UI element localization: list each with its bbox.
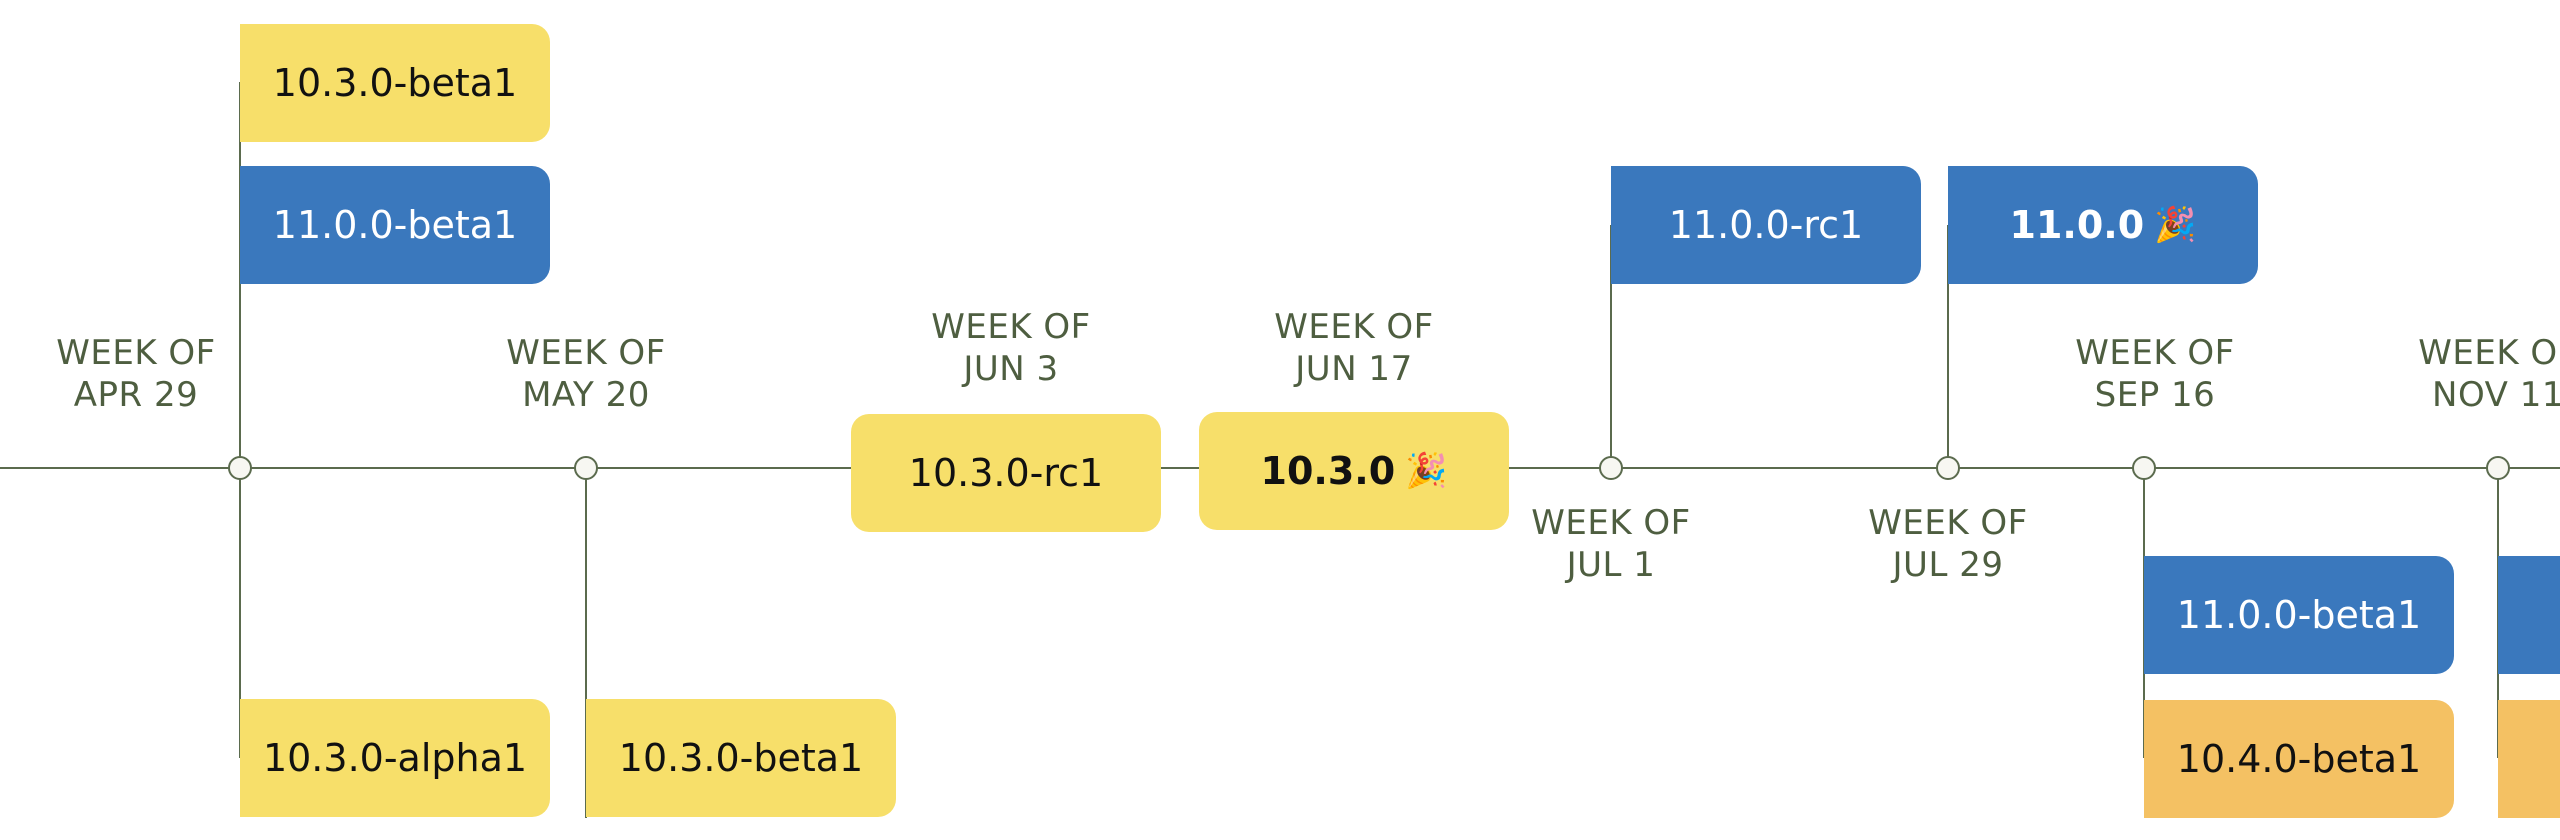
release-flag-jun17-10.3.0: 10.3.0 🎉 (1199, 412, 1509, 530)
week-label-prefix: WEEK OF (56, 333, 216, 373)
release-label: 11.0.0 (2009, 203, 2145, 247)
week-label-may20: WEEK OF MAY 20 (486, 332, 686, 416)
release-label: 10.3.0-beta1 (618, 736, 864, 780)
release-flag-nov11-partial (2498, 700, 2560, 818)
milestone-node-nov11 (2486, 456, 2510, 480)
release-flag-jul29-11.0.0: 11.0.0 🎉 (1948, 166, 2258, 284)
week-label-date: JUN 3 (963, 349, 1059, 389)
release-flag-jul1-11.0.0-rc1: 11.0.0-rc1 (1611, 166, 1921, 284)
release-label: 11.0.0-beta1 (2176, 593, 2422, 637)
release-flag-sep16-10.4.0-beta1: 10.4.0-beta1 (2144, 700, 2454, 818)
week-label-date: JUN 17 (1295, 349, 1413, 389)
week-label-date: NOV 11 (2432, 375, 2560, 415)
week-label-date: MAY 20 (522, 375, 650, 415)
week-label-prefix: WEEK OF (1531, 503, 1691, 543)
milestone-node-jul1 (1599, 456, 1623, 480)
release-flag-may20-10.3.0-beta1: 10.3.0-beta1 (586, 699, 896, 817)
week-label-jul1: WEEK OF JUL 1 (1511, 502, 1711, 586)
release-flag-jun3-10.3.0-rc1: 10.3.0-rc1 (851, 414, 1161, 532)
week-label-date: JUL 1 (1566, 545, 1656, 585)
week-label-date: APR 29 (73, 375, 199, 415)
release-label: 10.3.0-alpha1 (262, 736, 528, 780)
week-label-prefix: WEEK OF (506, 333, 666, 373)
timeline-stem (1610, 225, 1612, 468)
release-label: 10.4.0-beta1 (2176, 737, 2422, 781)
week-label-date: JUL 29 (1892, 545, 2004, 585)
week-label-nov11: WEEK OFNOV 11 (2398, 332, 2560, 416)
release-flag-nov11-partial (2498, 556, 2560, 674)
release-label: 10.3.0-rc1 (908, 451, 1104, 495)
release-label: 11.0.0-beta1 (272, 203, 518, 247)
week-label-jun17: WEEK OF JUN 17 (1254, 306, 1454, 390)
milestone-node-may20 (574, 456, 598, 480)
week-label-date: SEP 16 (2094, 375, 2216, 415)
milestone-node-jul29 (1936, 456, 1960, 480)
timeline-stem (1947, 225, 1949, 468)
milestone-node-apr29 (228, 456, 252, 480)
release-flag-apr29-11.0.0-beta1: 11.0.0-beta1 (240, 166, 550, 284)
release-label: 10.3.0 (1260, 449, 1396, 493)
party-popper-icon: 🎉 (1405, 451, 1448, 491)
week-label-sep16: WEEK OF SEP 16 (2055, 332, 2255, 416)
week-label-prefix: WEEK OF (1868, 503, 2028, 543)
week-label-prefix: WEEK OF (2418, 333, 2560, 373)
release-flag-sep16-11.0.0-beta1: 11.0.0-beta1 (2144, 556, 2454, 674)
week-label-prefix: WEEK OF (1274, 307, 1434, 347)
release-flag-apr29-10.3.0-alpha1: 10.3.0-alpha1 (240, 699, 550, 817)
release-label: 10.3.0-beta1 (272, 61, 518, 105)
week-label-prefix: WEEK OF (2075, 333, 2235, 373)
week-label-apr29: WEEK OF APR 29 (36, 332, 236, 416)
release-flag-apr29-10.3.0-beta1: 10.3.0-beta1 (240, 24, 550, 142)
week-label-jun3: WEEK OF JUN 3 (911, 306, 1111, 390)
milestone-node-sep16 (2132, 456, 2156, 480)
timeline-stem (239, 468, 241, 758)
timeline-stem (585, 468, 587, 818)
week-label-prefix: WEEK OF (931, 307, 1091, 347)
release-label: 11.0.0-rc1 (1668, 203, 1864, 247)
week-label-jul29: WEEK OF JUL 29 (1848, 502, 2048, 586)
party-popper-icon: 🎉 (2154, 205, 2197, 245)
